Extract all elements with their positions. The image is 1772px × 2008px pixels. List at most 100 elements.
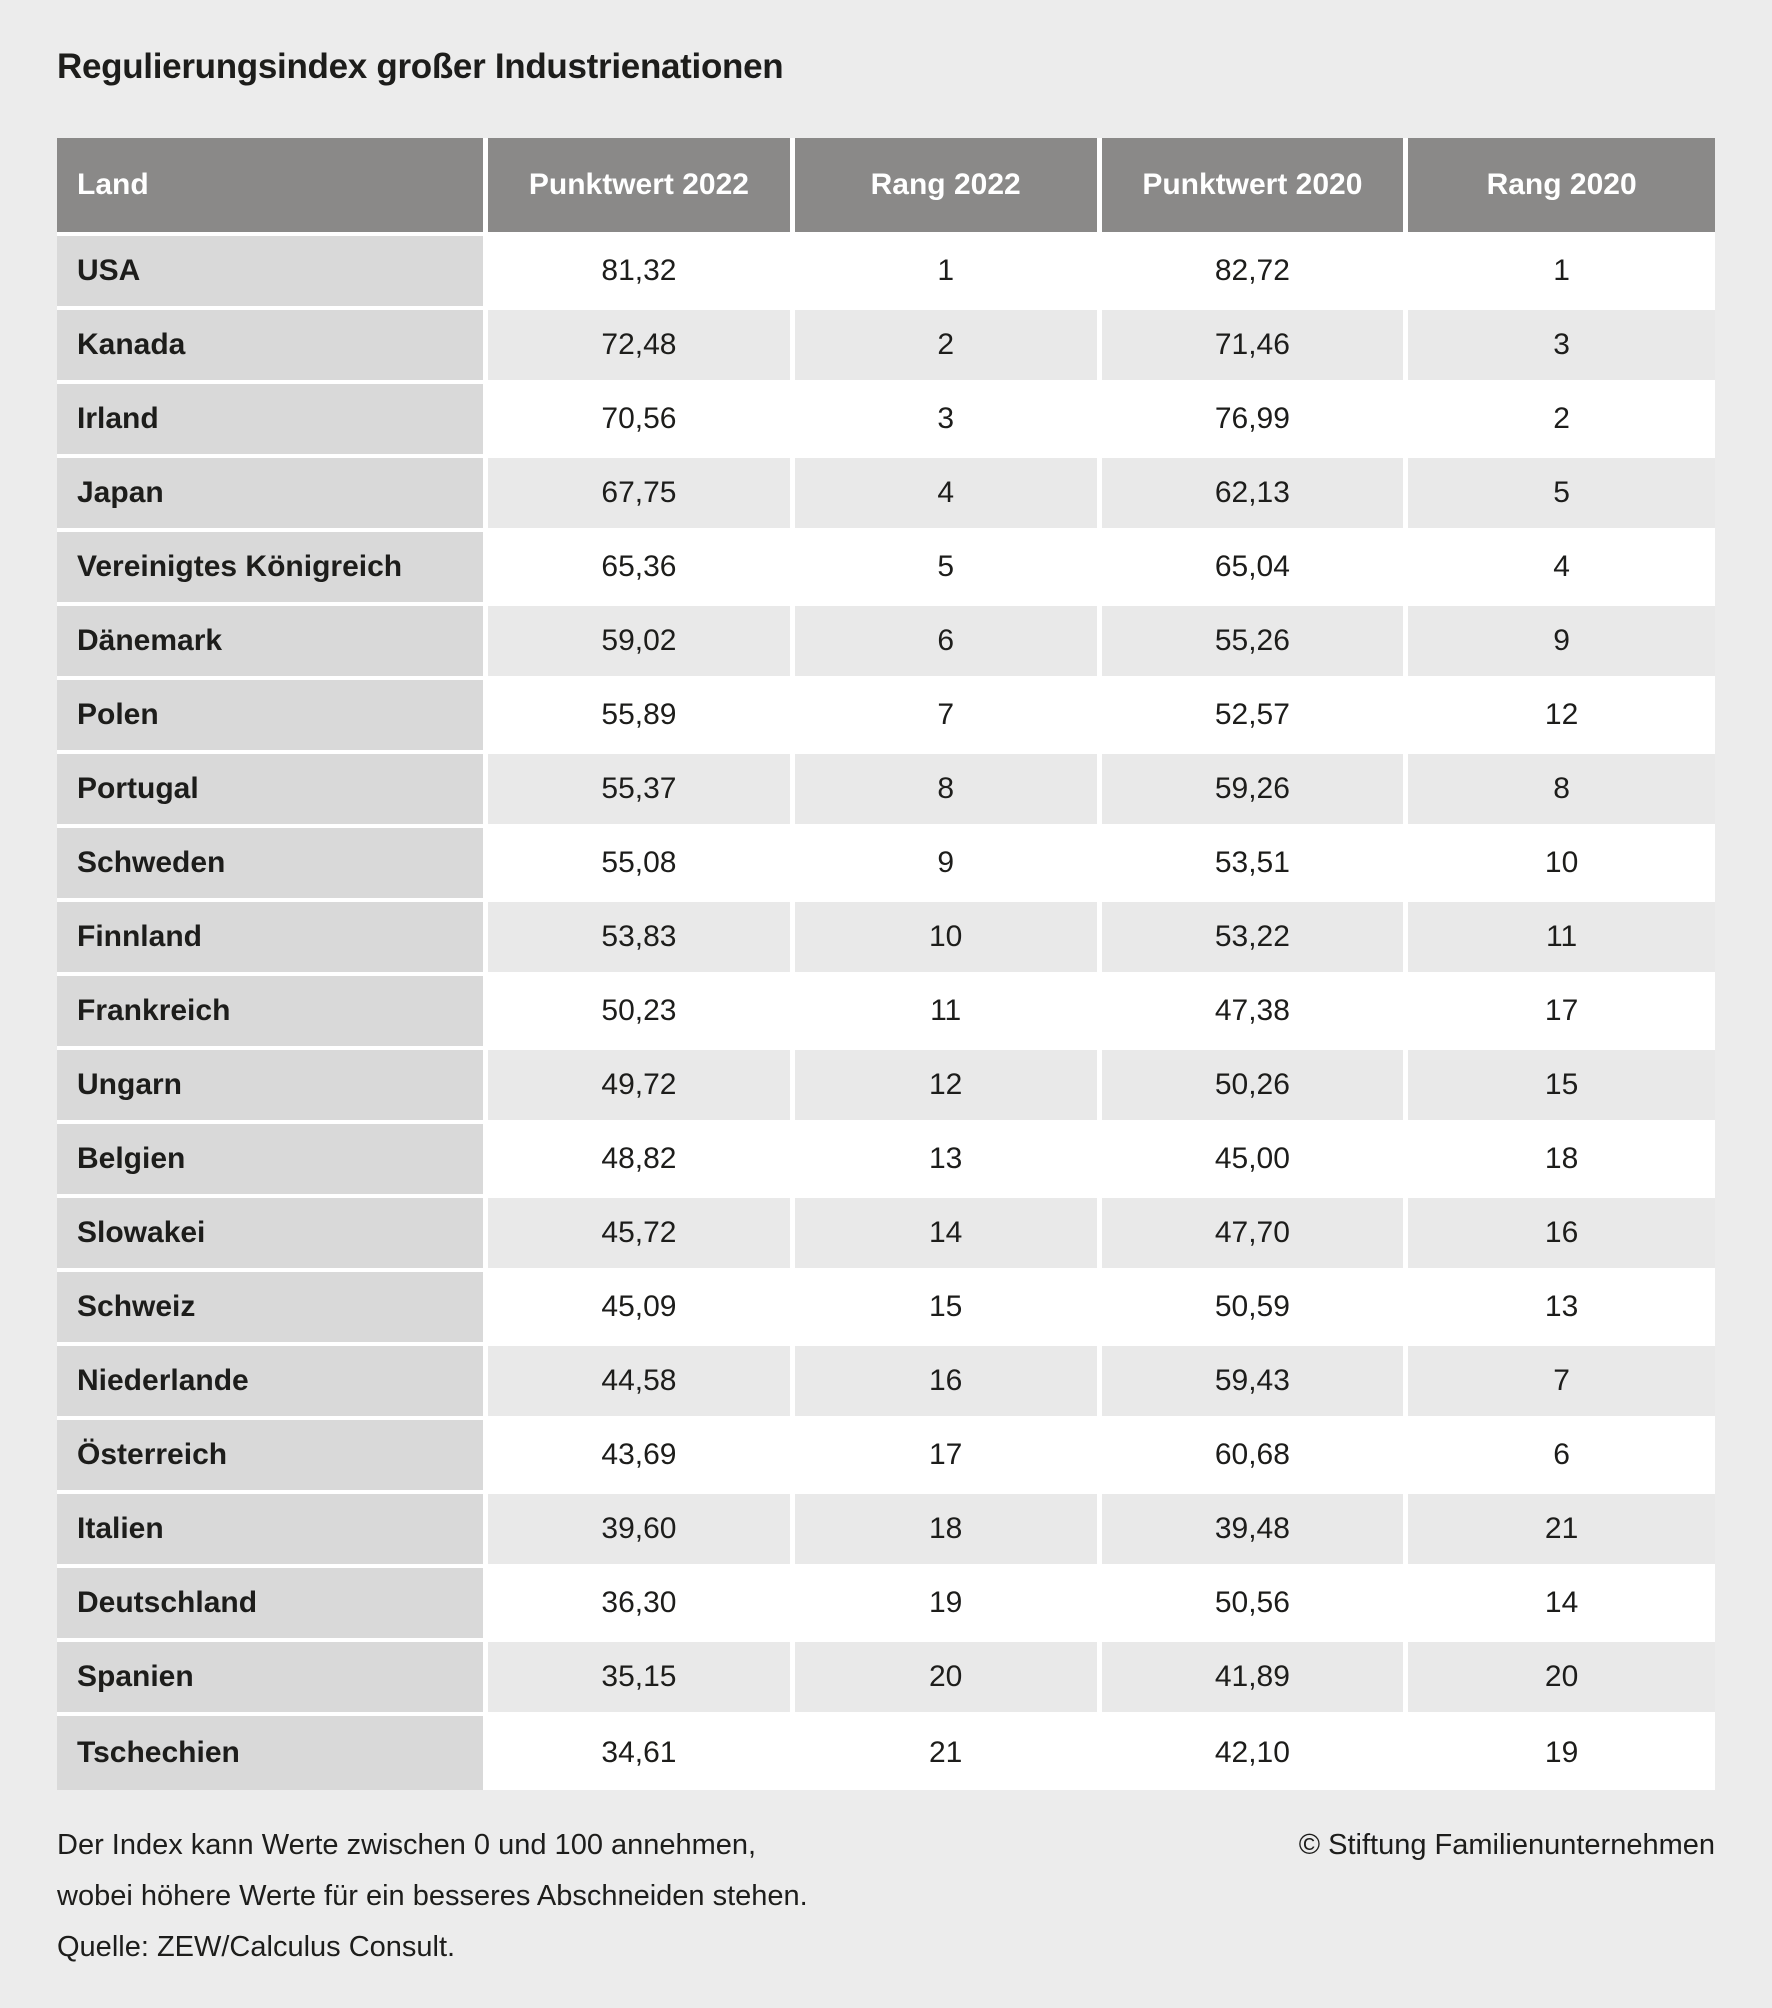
- table-row: Belgien 48,82 13 45,00 18: [57, 1124, 1715, 1198]
- table-row: Dänemark 59,02 6 55,26 9: [57, 606, 1715, 680]
- value-cell: 20: [1408, 1642, 1715, 1716]
- column-header-punktwert-2022: Punktwert 2022: [488, 138, 795, 236]
- value-cell: 60,68: [1101, 1420, 1409, 1494]
- footnote-line-2: wobei höhere Werte für ein besseres Absc…: [57, 1880, 808, 1912]
- value-cell: 44,58: [488, 1346, 795, 1420]
- table-header: Land Punktwert 2022 Rang 2022 Punktwert …: [57, 138, 1715, 236]
- table-row: USA 81,32 1 82,72 1: [57, 236, 1715, 310]
- value-cell: 55,89: [488, 680, 795, 754]
- value-cell: 48,82: [488, 1124, 795, 1198]
- column-header-rang-2020: Rang 2020: [1408, 138, 1715, 236]
- country-cell: Niederlande: [57, 1346, 489, 1420]
- value-cell: 65,36: [488, 532, 795, 606]
- value-cell: 7: [1408, 1346, 1715, 1420]
- value-cell: 20: [794, 1642, 1102, 1716]
- value-cell: 65,04: [1101, 532, 1409, 606]
- country-cell: Portugal: [57, 754, 489, 828]
- value-cell: 59,26: [1101, 754, 1409, 828]
- value-cell: 71,46: [1101, 310, 1409, 384]
- country-cell: Vereinigtes Königreich: [57, 532, 489, 606]
- value-cell: 12: [794, 1050, 1102, 1124]
- value-cell: 12: [1408, 680, 1715, 754]
- table-row: Japan 67,75 4 62,13 5: [57, 458, 1715, 532]
- value-cell: 6: [1408, 1420, 1715, 1494]
- value-cell: 13: [794, 1124, 1102, 1198]
- value-cell: 13: [1408, 1272, 1715, 1346]
- value-cell: 36,30: [488, 1568, 795, 1642]
- column-header-land: Land: [57, 138, 489, 236]
- table-row: Deutschland 36,30 19 50,56 14: [57, 1568, 1715, 1642]
- footer: Der Index kann Werte zwischen 0 und 100 …: [57, 1820, 1715, 1973]
- value-cell: 19: [1408, 1716, 1715, 1790]
- value-cell: 2: [794, 310, 1102, 384]
- value-cell: 6: [794, 606, 1102, 680]
- value-cell: 21: [794, 1716, 1102, 1790]
- value-cell: 17: [1408, 976, 1715, 1050]
- value-cell: 45,00: [1101, 1124, 1409, 1198]
- value-cell: 15: [794, 1272, 1102, 1346]
- value-cell: 7: [794, 680, 1102, 754]
- country-cell: USA: [57, 236, 489, 310]
- value-cell: 45,72: [488, 1198, 795, 1272]
- value-cell: 42,10: [1101, 1716, 1409, 1790]
- country-cell: Finnland: [57, 902, 489, 976]
- value-cell: 39,60: [488, 1494, 795, 1568]
- country-cell: Spanien: [57, 1642, 489, 1716]
- country-cell: Kanada: [57, 310, 489, 384]
- value-cell: 9: [794, 828, 1102, 902]
- value-cell: 50,23: [488, 976, 795, 1050]
- footnote-line-3: Quelle: ZEW/Calculus Consult.: [57, 1931, 456, 1963]
- value-cell: 82,72: [1101, 236, 1409, 310]
- value-cell: 43,69: [488, 1420, 795, 1494]
- value-cell: 50,59: [1101, 1272, 1409, 1346]
- country-cell: Italien: [57, 1494, 489, 1568]
- column-header-punktwert-2020: Punktwert 2020: [1101, 138, 1409, 236]
- value-cell: 70,56: [488, 384, 795, 458]
- table-row: Schweiz 45,09 15 50,59 13: [57, 1272, 1715, 1346]
- value-cell: 52,57: [1101, 680, 1409, 754]
- country-cell: Dänemark: [57, 606, 489, 680]
- table-row: Ungarn 49,72 12 50,26 15: [57, 1050, 1715, 1124]
- value-cell: 14: [1408, 1568, 1715, 1642]
- page-title: Regulierungsindex großer Industrienation…: [57, 47, 784, 86]
- table-header-row: Land Punktwert 2022 Rang 2022 Punktwert …: [57, 138, 1715, 236]
- value-cell: 10: [1408, 828, 1715, 902]
- value-cell: 16: [794, 1346, 1102, 1420]
- value-cell: 76,99: [1101, 384, 1409, 458]
- country-cell: Tschechien: [57, 1716, 489, 1790]
- value-cell: 4: [1408, 532, 1715, 606]
- value-cell: 55,37: [488, 754, 795, 828]
- table-row: Italien 39,60 18 39,48 21: [57, 1494, 1715, 1568]
- country-cell: Irland: [57, 384, 489, 458]
- copyright: © Stiftung Familienunternehmen: [1298, 1829, 1715, 1861]
- value-cell: 47,70: [1101, 1198, 1409, 1272]
- table-row: Kanada 72,48 2 71,46 3: [57, 310, 1715, 384]
- value-cell: 5: [794, 532, 1102, 606]
- value-cell: 47,38: [1101, 976, 1409, 1050]
- value-cell: 53,22: [1101, 902, 1409, 976]
- value-cell: 55,26: [1101, 606, 1409, 680]
- value-cell: 1: [794, 236, 1102, 310]
- value-cell: 2: [1408, 384, 1715, 458]
- table-row: Polen 55,89 7 52,57 12: [57, 680, 1715, 754]
- value-cell: 39,48: [1101, 1494, 1409, 1568]
- value-cell: 41,89: [1101, 1642, 1409, 1716]
- table-row: Vereinigtes Königreich 65,36 5 65,04 4: [57, 532, 1715, 606]
- value-cell: 4: [794, 458, 1102, 532]
- country-cell: Belgien: [57, 1124, 489, 1198]
- value-cell: 49,72: [488, 1050, 795, 1124]
- table-row: Spanien 35,15 20 41,89 20: [57, 1642, 1715, 1716]
- value-cell: 16: [1408, 1198, 1715, 1272]
- table-row: Slowakei 45,72 14 47,70 16: [57, 1198, 1715, 1272]
- country-cell: Polen: [57, 680, 489, 754]
- value-cell: 3: [1408, 310, 1715, 384]
- value-cell: 59,02: [488, 606, 795, 680]
- table-row: Tschechien 34,61 21 42,10 19: [57, 1716, 1715, 1790]
- country-cell: Japan: [57, 458, 489, 532]
- table-row: Österreich 43,69 17 60,68 6: [57, 1420, 1715, 1494]
- value-cell: 11: [1408, 902, 1715, 976]
- value-cell: 9: [1408, 606, 1715, 680]
- value-cell: 19: [794, 1568, 1102, 1642]
- footnotes: Der Index kann Werte zwischen 0 und 100 …: [57, 1820, 808, 1973]
